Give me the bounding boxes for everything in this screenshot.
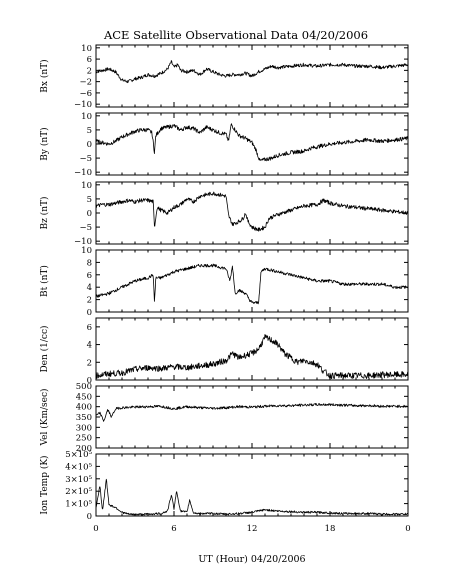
y-tick-label: −10 bbox=[74, 168, 92, 178]
panel-bz: −10 −5 0 5 10 Bz (nT) bbox=[39, 181, 409, 247]
y-tick-label: −10 bbox=[74, 237, 92, 247]
x-tick-label: 0 bbox=[405, 524, 410, 534]
y-tick-label: 6 bbox=[87, 271, 92, 281]
x-axis-label: UT (Hour) 04/20/2006 bbox=[198, 554, 305, 565]
x-tick-label: 18 bbox=[325, 524, 336, 534]
data-trace bbox=[95, 123, 409, 162]
chart-title: ACE Satellite Observational Data 04/20/2… bbox=[103, 28, 368, 42]
y-axis-label: Vel (Km/sec) bbox=[39, 388, 50, 446]
panel-frame bbox=[95, 453, 409, 517]
x-tick-label: 12 bbox=[247, 524, 258, 534]
y-tick-label: 10 bbox=[81, 181, 92, 191]
y-tick-label: 0 bbox=[87, 512, 92, 522]
y-tick-label: 4×10⁵ bbox=[65, 462, 92, 472]
y-axis-label: Bt (nT) bbox=[39, 265, 50, 297]
y-tick-label: −5 bbox=[79, 223, 92, 233]
x-tick-label: 6 bbox=[171, 524, 176, 534]
x-tick-label: 0 bbox=[93, 524, 98, 534]
y-tick-label: 5 bbox=[87, 126, 92, 136]
data-trace bbox=[95, 60, 409, 84]
y-tick-label: −6 bbox=[79, 89, 92, 99]
y-tick-label: 0 bbox=[87, 140, 92, 150]
data-trace bbox=[95, 263, 409, 305]
y-tick-label: 4 bbox=[87, 283, 92, 293]
y-tick-label: 300 bbox=[76, 423, 92, 433]
y-tick-label: 500 bbox=[76, 382, 92, 392]
panel-by: −10 −5 0 5 10 By (nT) bbox=[39, 112, 409, 178]
y-axis-label: Den (1/cc) bbox=[39, 325, 50, 372]
y-tick-label: 1×10⁵ bbox=[65, 500, 92, 510]
y-tick-label: 5 bbox=[87, 195, 92, 205]
y-axis-label: Bx (nT) bbox=[39, 59, 50, 92]
y-tick-label: 2 bbox=[87, 358, 92, 368]
panel-frame bbox=[95, 317, 409, 381]
y-tick-label: 450 bbox=[76, 392, 92, 402]
panel-ion-temp: 0 1×10⁵ 2×10⁵ 3×10⁵ 4×10⁵ 5×10⁵ Ion Temp (K) bbox=[39, 450, 409, 522]
y-tick-label: 250 bbox=[76, 434, 92, 444]
y-tick-label: 2×10⁵ bbox=[65, 487, 92, 497]
panel-frame bbox=[95, 385, 409, 449]
y-tick-label: 5×10⁵ bbox=[65, 450, 92, 460]
data-trace bbox=[95, 334, 409, 379]
y-tick-label: −2 bbox=[79, 78, 92, 88]
panel-den: 0 2 4 6 Den (1/cc) bbox=[39, 317, 409, 386]
y-tick-label: 2 bbox=[87, 66, 92, 76]
y-tick-label: 10 bbox=[81, 246, 92, 256]
y-tick-label: 3×10⁵ bbox=[65, 475, 92, 485]
y-axis-label: Bz (nT) bbox=[39, 196, 50, 229]
y-tick-label: 8 bbox=[87, 258, 92, 268]
y-tick-label: 200 bbox=[76, 444, 92, 454]
data-trace bbox=[95, 191, 409, 232]
y-tick-label: 6 bbox=[87, 323, 92, 333]
y-tick-label: −10 bbox=[74, 100, 92, 110]
y-tick-label: 0 bbox=[87, 209, 92, 219]
y-axis-label: By (nT) bbox=[39, 127, 50, 160]
panel-frame bbox=[95, 181, 409, 245]
y-tick-label: 400 bbox=[76, 403, 92, 413]
panel-bt: 0 2 4 6 8 10 Bt (nT) bbox=[39, 246, 409, 318]
y-tick-label: 0 bbox=[87, 376, 92, 386]
y-tick-label: −5 bbox=[79, 154, 92, 164]
y-tick-label: 0 bbox=[87, 308, 92, 318]
data-trace bbox=[95, 478, 409, 516]
y-tick-label: 10 bbox=[81, 44, 92, 54]
y-tick-label: 6 bbox=[87, 55, 92, 65]
y-tick-label: 350 bbox=[76, 413, 92, 423]
y-tick-label: 10 bbox=[81, 112, 92, 122]
y-axis-label: Ion Temp (K) bbox=[39, 455, 50, 514]
data-trace bbox=[95, 403, 409, 422]
y-tick-label: 4 bbox=[87, 341, 92, 351]
y-tick-label: 2 bbox=[87, 296, 92, 306]
